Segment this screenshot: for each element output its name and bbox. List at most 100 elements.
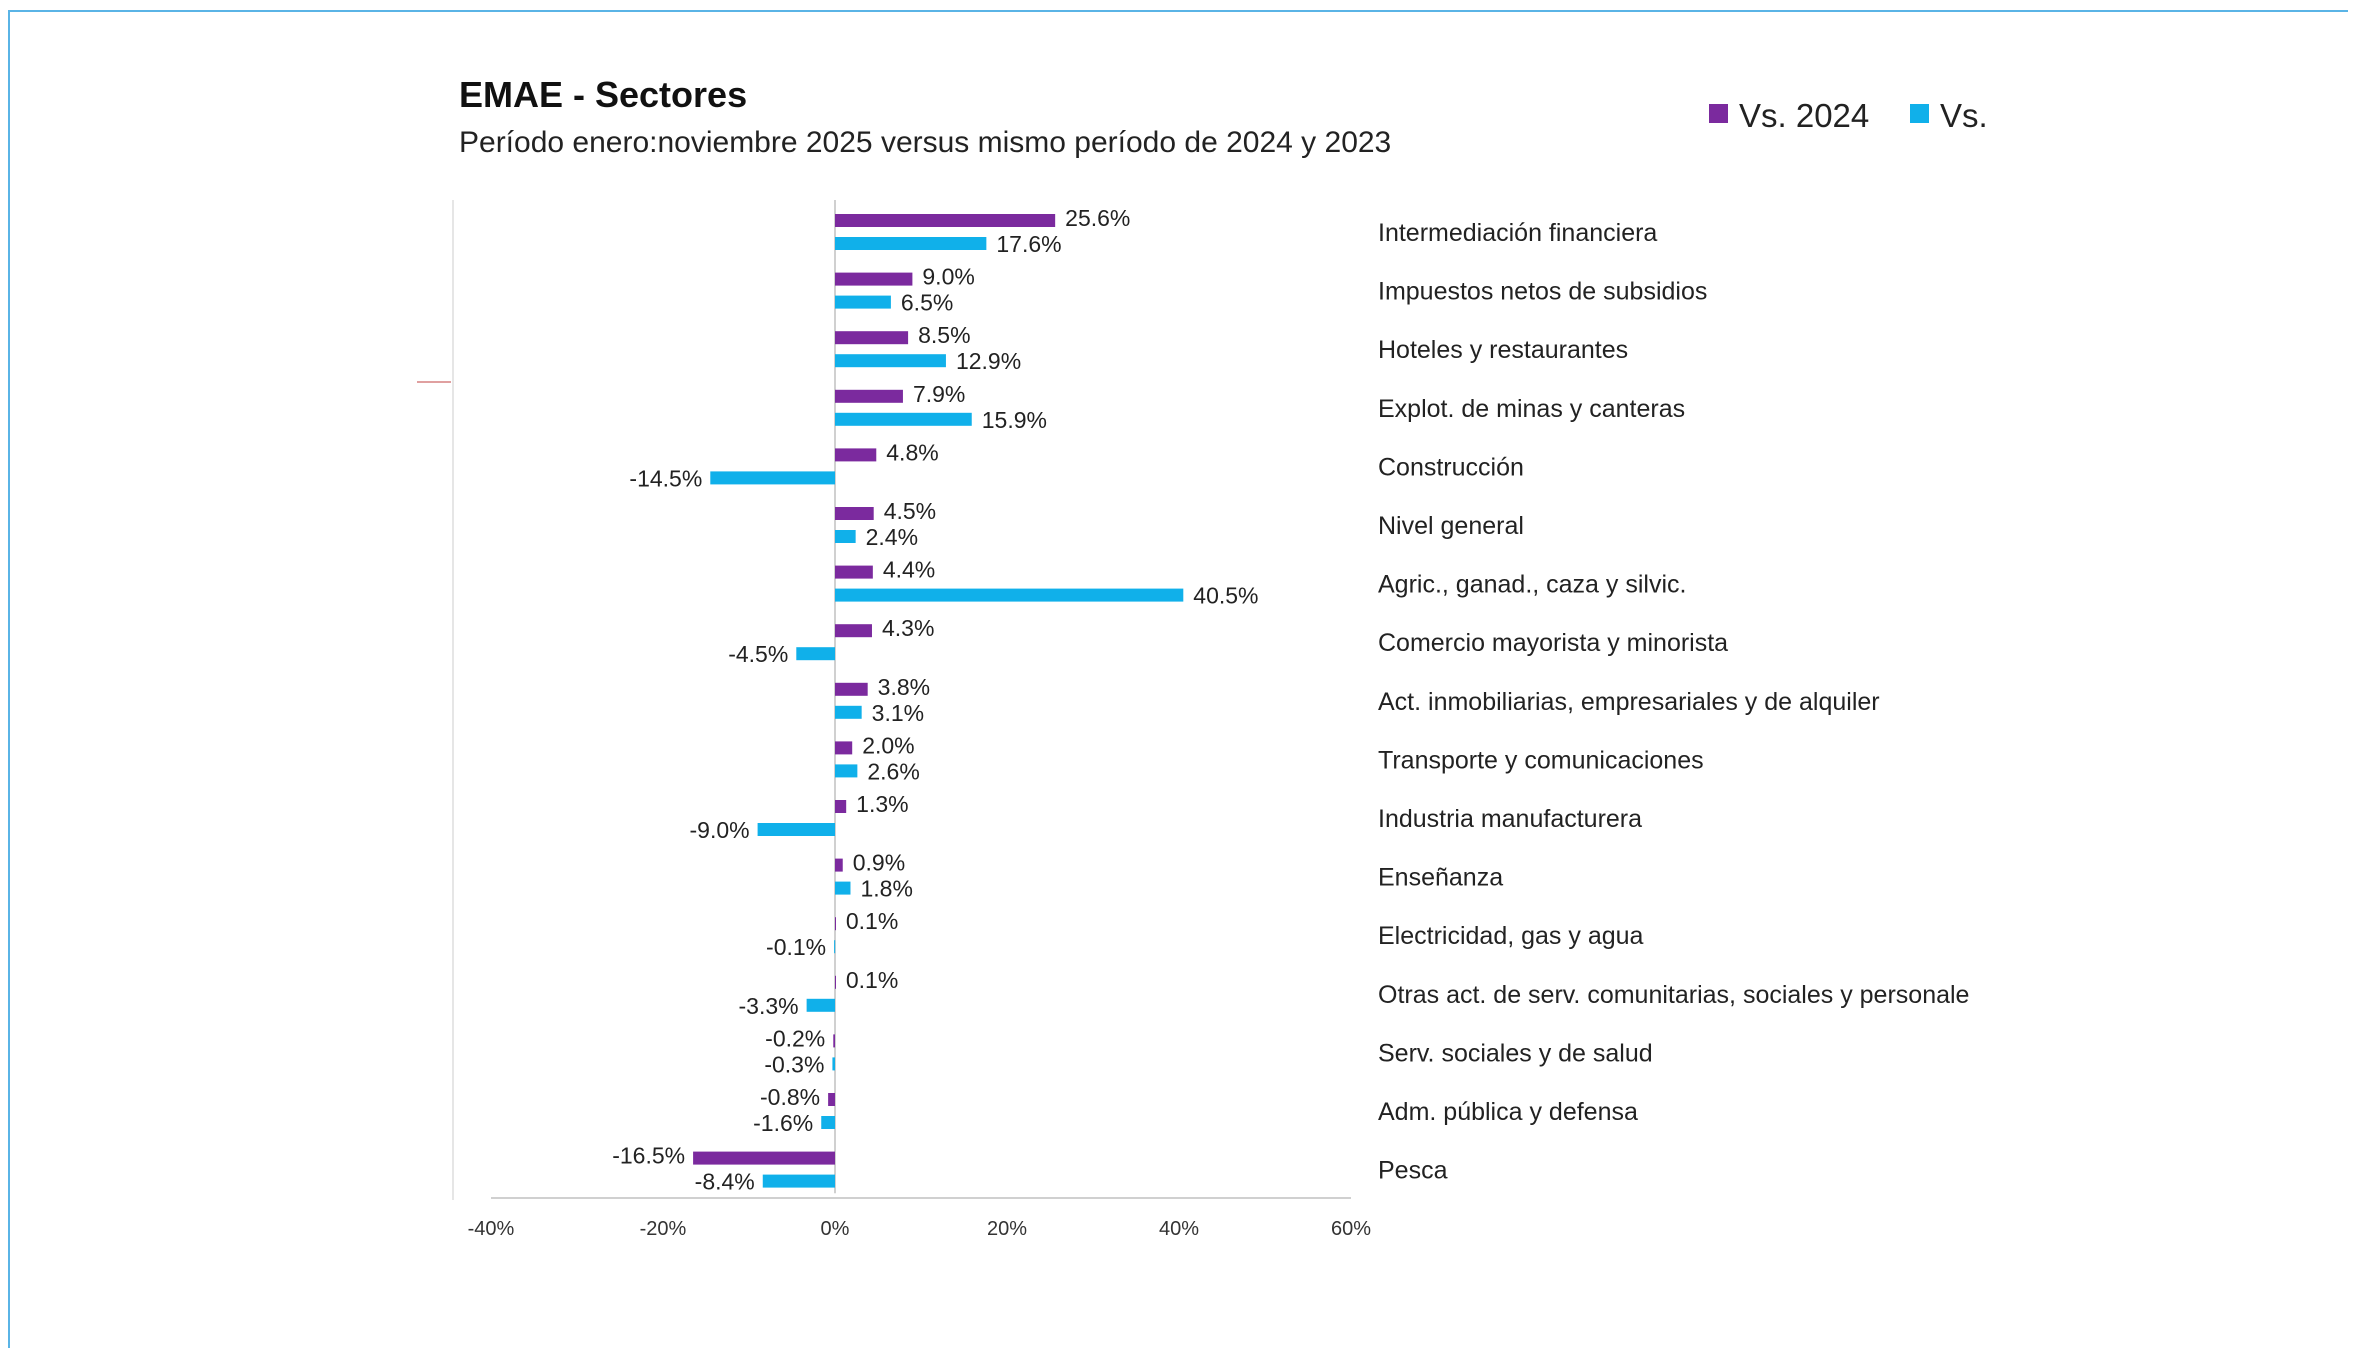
bar-series-2 xyxy=(835,412,972,426)
x-tick-label: 0% xyxy=(821,1218,850,1240)
category-label: Enseñanza xyxy=(1378,864,1503,892)
data-label-series-1: -0.2% xyxy=(765,1025,825,1051)
category-label: Explot. de minas y canteras xyxy=(1378,395,1685,423)
bar-series-2 xyxy=(806,998,835,1012)
data-label-series-1: 0.9% xyxy=(853,850,905,876)
data-label-series-2: 1.8% xyxy=(860,876,912,902)
bar-series-1 xyxy=(835,214,1056,227)
legend-swatch-series-1 xyxy=(1709,104,1728,123)
bar-series-1 xyxy=(828,1093,835,1106)
data-label-series-1: 4.4% xyxy=(883,557,935,583)
bar-series-1 xyxy=(835,331,909,345)
legend-swatch-series-2 xyxy=(1910,104,1929,123)
x-tick-label: -40% xyxy=(468,1218,515,1240)
chart-subtitle: Período enero:noviembre 2025 versus mism… xyxy=(459,126,1391,159)
plot-area: -40% -20% 0% 20% 40% 60% Intermediación financ… xyxy=(452,200,1969,1240)
category-label: Comercio mayorista y minorista xyxy=(1378,629,1728,657)
legend: Vs. 2024 Vs. xyxy=(1709,97,1988,134)
category-label: Pesca xyxy=(1378,1157,1448,1185)
bar-series-2 xyxy=(762,1174,835,1188)
data-label-series-1: 4.5% xyxy=(884,498,936,524)
category-label: Act. inmobiliarias, empresariales y de a… xyxy=(1378,688,1880,716)
data-label-series-2: 2.4% xyxy=(866,524,918,550)
data-label-series-1: -0.8% xyxy=(760,1084,820,1110)
bar-series-2 xyxy=(710,471,835,485)
data-label-series-1: 1.3% xyxy=(856,791,908,817)
data-label-series-2: 12.9% xyxy=(956,348,1021,374)
category-label: Hoteles y restaurantes xyxy=(1378,336,1628,364)
data-label-series-1: 3.8% xyxy=(878,674,930,700)
bar-series-2 xyxy=(835,295,891,309)
legend-label-series-2: Vs. xyxy=(1940,97,1988,134)
bar-series-1 xyxy=(835,800,847,813)
bar-series-2 xyxy=(835,764,858,778)
data-label-series-2: 17.6% xyxy=(996,231,1061,257)
data-label-series-1: 9.0% xyxy=(922,264,974,290)
category-label: Construcción xyxy=(1378,453,1524,481)
bar-series-1 xyxy=(835,624,872,638)
data-label-series-1: 8.5% xyxy=(918,322,970,348)
data-label-series-2: -14.5% xyxy=(629,465,702,491)
category-label: Electricidad, gas y agua xyxy=(1378,922,1644,950)
category-label: Intermediación financiera xyxy=(1378,219,1657,247)
bar-series-2 xyxy=(821,1116,835,1129)
data-label-series-2: 40.5% xyxy=(1193,583,1258,609)
bar-series-1 xyxy=(835,565,873,579)
category-label: Agric., ganad., caza y silvic. xyxy=(1378,571,1686,599)
category-label: Adm. pública y defensa xyxy=(1378,1098,1638,1126)
chart-title: EMAE - Sectores xyxy=(459,74,747,115)
data-label-series-2: -1.6% xyxy=(753,1110,813,1136)
data-label-series-2: 15.9% xyxy=(982,407,1047,433)
bar-series-2 xyxy=(835,881,851,895)
data-label-series-2: -8.4% xyxy=(695,1169,755,1195)
data-label-series-2: -4.5% xyxy=(728,641,788,667)
bar-series-2 xyxy=(835,237,987,250)
legend-label-series-1: Vs. 2024 xyxy=(1739,97,1869,134)
bar-series-2 xyxy=(835,530,856,543)
data-label-series-2: -9.0% xyxy=(690,817,750,843)
bar-series-1 xyxy=(835,975,836,989)
bar-series-1 xyxy=(835,741,853,755)
bar-series-2 xyxy=(835,354,946,368)
data-label-series-2: 6.5% xyxy=(901,290,953,316)
data-label-series-2: -0.3% xyxy=(764,1051,824,1077)
bar-series-1 xyxy=(835,272,913,286)
bar-series-1 xyxy=(835,448,877,462)
bar-series-2 xyxy=(832,1057,835,1071)
data-label-series-1: 4.8% xyxy=(886,439,938,465)
bar-series-2 xyxy=(757,823,835,836)
category-label: Otras act. de serv. comunitarias, social… xyxy=(1378,981,1969,1009)
data-label-series-1: -16.5% xyxy=(612,1143,685,1169)
category-label: Nivel general xyxy=(1378,512,1524,540)
page-frame xyxy=(8,10,2348,1348)
data-label-series-2: 3.1% xyxy=(872,700,924,726)
bar-series-1 xyxy=(835,507,874,520)
data-label-series-1: 2.0% xyxy=(862,732,914,758)
data-label-series-1: 0.1% xyxy=(846,908,898,934)
data-label-series-2: 2.6% xyxy=(867,758,919,784)
data-label-series-1: 7.9% xyxy=(913,381,965,407)
x-tick-label: 20% xyxy=(987,1218,1027,1240)
red-mark xyxy=(417,381,451,383)
data-label-series-1: 0.1% xyxy=(846,967,898,993)
bar-series-1 xyxy=(693,1151,835,1165)
bar-series-1 xyxy=(835,682,868,696)
category-label: Transporte y comunicaciones xyxy=(1378,746,1704,774)
x-tick-label: -20% xyxy=(640,1218,687,1240)
data-label-series-1: 25.6% xyxy=(1065,205,1130,231)
bar-series-2 xyxy=(796,647,835,661)
bar-series-1 xyxy=(835,858,843,872)
x-tick-label: 60% xyxy=(1331,1218,1371,1240)
bar-series-2 xyxy=(834,940,836,954)
bar-series-2 xyxy=(835,588,1184,602)
bar-series-1 xyxy=(833,1034,835,1048)
data-label-series-2: -3.3% xyxy=(739,993,799,1019)
category-label: Impuestos netos de subsidios xyxy=(1378,278,1707,306)
bar-series-2 xyxy=(835,705,862,719)
category-label: Industria manufacturera xyxy=(1378,805,1642,833)
bar-series-1 xyxy=(835,389,903,403)
bar-series-1 xyxy=(835,917,836,931)
data-label-series-1: 4.3% xyxy=(882,615,934,641)
category-label: Serv. sociales y de salud xyxy=(1378,1039,1653,1067)
